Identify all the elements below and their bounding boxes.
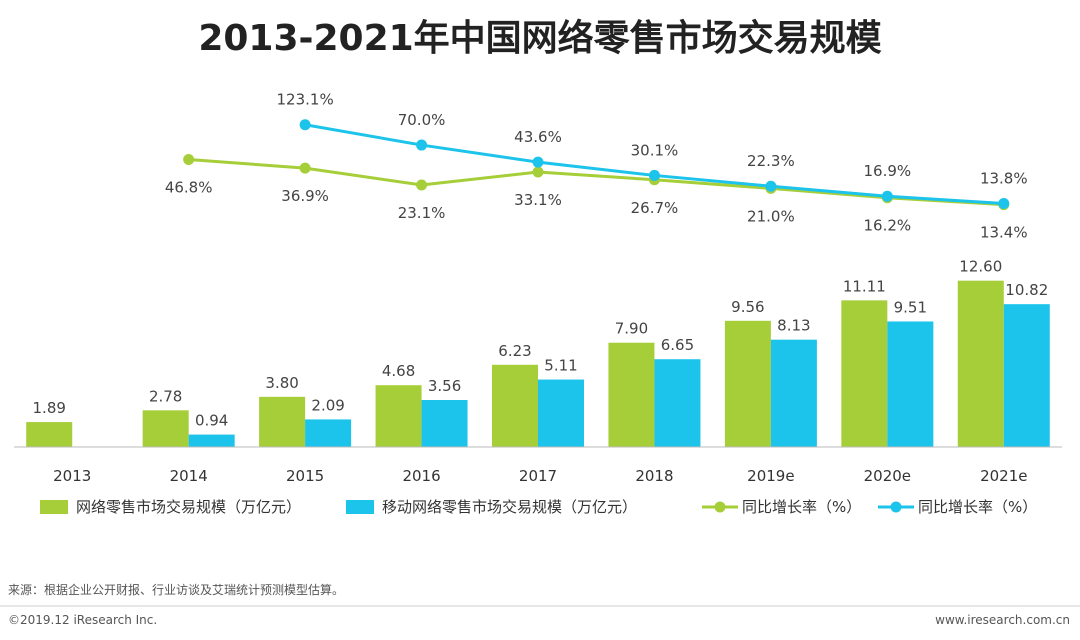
legend-label-2: 移动网络零售市场交易规模（万亿元） [382,498,637,516]
bar-series1-2021e [957,280,1004,447]
growth-label-series1-2020e: 16.2% [864,217,912,235]
x-tick-2018: 2018 [635,467,673,485]
bar-label-series1-2013: 1.89 [33,399,66,417]
growth-label-series2-2016: 70.0% [398,111,446,129]
growth-label-series2-2020e: 16.9% [864,162,912,180]
bar-label-series1-2015: 3.80 [265,374,298,392]
growth-point-series1-2014 [183,154,195,166]
x-tick-2013: 2013 [53,467,91,485]
bar-series1-2015 [259,396,306,447]
bar-label-series2-2020e: 9.51 [894,298,927,316]
growth-label-series2-2018: 30.1% [631,141,679,159]
bar-label-series1-2018: 7.90 [615,320,648,338]
legend-label-1: 网络零售市场交易规模（万亿元） [76,498,301,516]
legend-marker-3 [714,501,726,513]
growth-label-series1-2015: 36.9% [281,187,329,205]
growth-label-series2-2017: 43.6% [514,128,562,146]
growth-label-series2-2021e: 13.8% [980,170,1028,188]
bar-label-series2-2017: 5.11 [544,357,577,375]
growth-label-series2-2019e: 22.3% [747,152,795,170]
growth-label-series1-2018: 26.7% [631,199,679,217]
bar-label-series1-2021e: 12.60 [959,258,1002,276]
growth-point-series2-2016 [416,139,428,151]
chart-title: 2013-2021年中国网络零售市场交易规模 [198,17,881,59]
growth-point-series1-2017 [532,166,544,178]
bar-series2-2014 [188,434,235,447]
growth-point-series2-2017 [532,156,544,168]
bar-label-series1-2016: 4.68 [382,362,415,380]
bar-series1-2017 [492,364,538,447]
x-tick-2015: 2015 [286,467,324,485]
bar-series1-2020e [841,300,888,447]
growth-label-series2-2015: 123.1% [277,91,334,109]
x-tick-2021e: 2021e [980,467,1027,485]
growth-label-series1-2019e: 21.0% [747,207,795,225]
bar-series2-2021e [1003,304,1050,447]
x-tick-2017: 2017 [519,467,557,485]
bar-series2-2017 [538,379,584,447]
bar-series1-2016 [375,385,422,447]
bar-label-series1-2020e: 11.11 [843,277,886,295]
growth-label-series1-2017: 33.1% [514,191,562,209]
growth-label-series1-2014: 46.8% [165,179,213,197]
legend-swatch-1 [40,500,68,514]
growth-label-series1-2021e: 13.4% [980,224,1028,242]
growth-label-series1-2016: 23.1% [398,204,446,222]
x-tick-2014: 2014 [170,467,208,485]
website-text: www.iresearch.com.cn [935,613,1070,627]
bar-layer: 1.89 2.78 3.80 4.68 6.23 7.90 9.56 11.11 12.60 0.… [26,258,1050,447]
x-tick-2019e: 2019e [747,467,794,485]
growth-point-series2-2018 [648,169,660,181]
legend-label-4: 同比增长率（%） [918,498,1037,516]
legend-swatch-2 [346,500,374,514]
bar-series1-2014 [142,410,189,447]
bar-series1-2018 [608,342,655,447]
bar-label-series1-2019e: 9.56 [731,298,764,316]
bar-label-series2-2014: 0.94 [195,412,228,430]
bar-label-series2-2015: 2.09 [311,396,344,414]
bar-label-series2-2016: 3.56 [428,377,461,395]
bar-label-series1-2017: 6.23 [498,342,531,360]
legend-label-3: 同比增长率（%） [742,498,861,516]
legend: 网络零售市场交易规模（万亿元） 移动网络零售市场交易规模（万亿元） 同比增长率（%）… [40,498,1037,516]
growth-point-series2-2021e [998,198,1010,210]
line-layer: 46.8% 36.9% 23.1% 33.1% 26.7% 21.0% 16.2% 13.4%… [165,91,1028,242]
growth-point-series1-2016 [416,179,428,191]
x-tick-2020e: 2020e [864,467,911,485]
growth-line-series1 [188,158,1004,207]
growth-point-series2-2015 [299,119,311,131]
growth-point-series2-2020e [881,190,893,202]
bar-series2-2015 [305,419,352,447]
bar-series2-2018 [654,359,701,447]
bar-label-series2-2021e: 10.82 [1005,281,1048,299]
bar-series1-2013 [26,422,73,447]
source-note: 来源：根据企业公开财报、行业访谈及艾瑞统计预测模型估算。 [8,582,344,597]
copyright-text: ©2019.12 iResearch Inc. [8,613,157,627]
bar-label-series1-2014: 2.78 [149,387,182,405]
bar-series2-2016 [421,400,468,447]
legend-marker-4 [890,501,902,513]
x-tick-layer: 2013 2014 2015 2016 2017 2018 2019e 2020e 2021e [53,467,1027,485]
bar-label-series2-2018: 6.65 [661,336,694,354]
growth-point-series1-2015 [299,162,311,174]
growth-point-series2-2019e [765,180,777,192]
bar-series2-2019e [770,339,817,447]
bar-series1-2019e [724,320,771,447]
bar-label-series2-2019e: 8.13 [777,317,810,335]
x-tick-2016: 2016 [402,467,440,485]
bar-series2-2020e [887,321,934,447]
